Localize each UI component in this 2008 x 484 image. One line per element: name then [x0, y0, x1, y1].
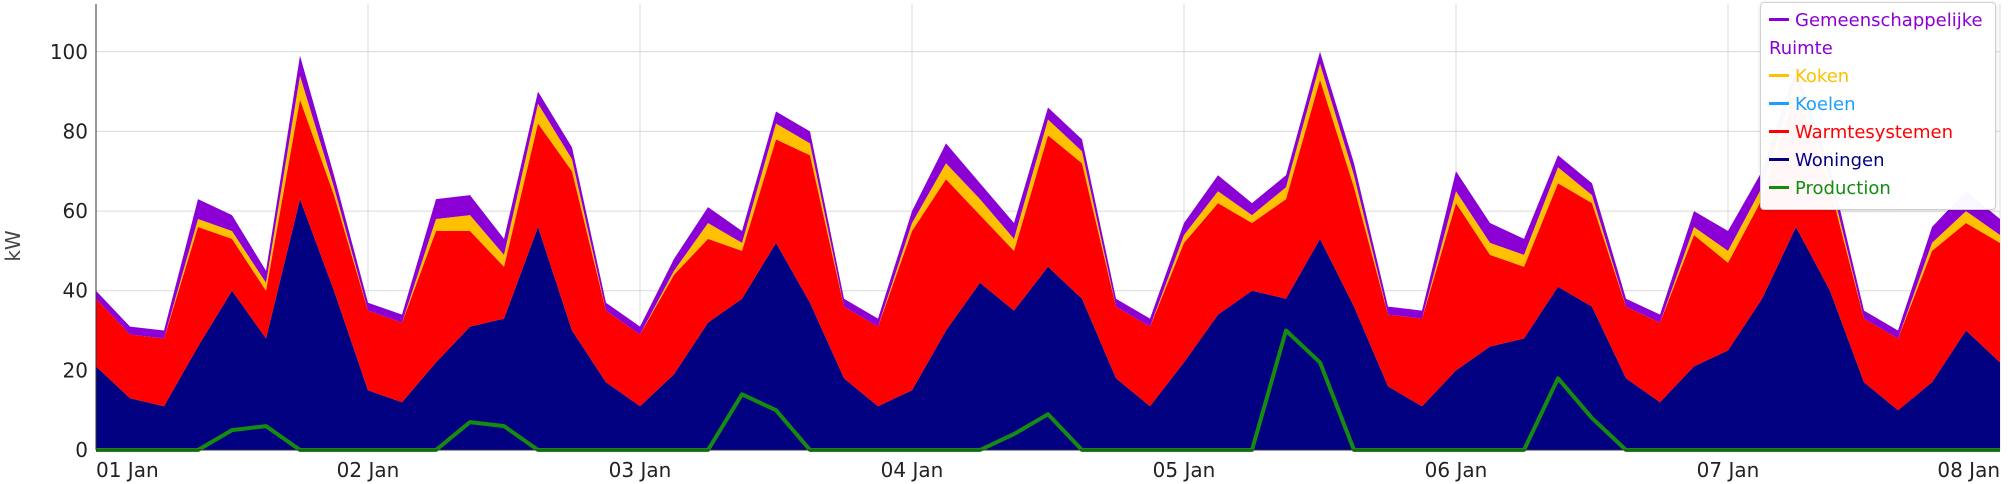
- legend-label-production: Production: [1795, 178, 1891, 199]
- x-tick-label: 08 Jan: [1937, 458, 2000, 482]
- x-tick-label: 05 Jan: [1153, 458, 1216, 482]
- y-tick-label: 60: [63, 199, 88, 223]
- axes: 0 20 40 60 80 100 01 Jan 02 Jan 03 Jan 04 Jan 05 J…: [50, 4, 2000, 482]
- y-tick-label: 20: [63, 358, 88, 382]
- y-tick-label: 0: [75, 438, 88, 462]
- legend-label-gemeenschappelijke-ruimte: Gemeenschappelijke Ruimte: [1769, 10, 1983, 59]
- x-tick-label: 02 Jan: [337, 458, 400, 482]
- x-tick-label: 03 Jan: [609, 458, 672, 482]
- legend-item-koelen[interactable]: Koelen: [1769, 91, 1987, 119]
- stacked-areas: [96, 51, 2000, 450]
- y-tick-label: 100: [50, 40, 88, 64]
- y-tick-label: 40: [63, 279, 88, 303]
- x-tick-label: 07 Jan: [1697, 458, 1760, 482]
- legend-label-koken: Koken: [1795, 66, 1850, 87]
- legend-swatch-warmtesystemen: [1769, 129, 1789, 133]
- legend-item-gemeenschappelijke-ruimte[interactable]: Gemeenschappelijke Ruimte: [1769, 7, 1987, 63]
- x-tick-label: 01 Jan: [96, 458, 159, 482]
- x-tick-label: 06 Jan: [1425, 458, 1488, 482]
- x-tick-label: 04 Jan: [881, 458, 944, 482]
- legend-item-woningen[interactable]: Woningen: [1769, 147, 1987, 175]
- legend-swatch-gemeenschappelijke-ruimte: [1769, 17, 1789, 21]
- y-tick-label: 80: [63, 119, 88, 143]
- legend-label-koelen: Koelen: [1795, 94, 1856, 115]
- legend-item-warmtesystemen[interactable]: Warmtesystemen: [1769, 119, 1987, 147]
- legend-label-woningen: Woningen: [1795, 150, 1885, 171]
- legend-label-warmtesystemen: Warmtesystemen: [1795, 122, 1953, 143]
- legend-swatch-production: [1769, 185, 1789, 189]
- area-gemeenschappelijke-ruimte: [96, 51, 2000, 339]
- y-axis-title: kW: [1, 230, 25, 262]
- legend-item-production[interactable]: Production: [1769, 175, 1987, 203]
- legend-swatch-woningen: [1769, 157, 1789, 161]
- legend: Gemeenschappelijke Ruimte Koken Koelen W…: [1760, 2, 1996, 210]
- area-woningen: [96, 199, 2000, 450]
- legend-swatch-koelen: [1769, 101, 1789, 105]
- legend-swatch-koken: [1769, 73, 1789, 77]
- legend-item-koken[interactable]: Koken: [1769, 63, 1987, 91]
- area-warmtesystemen: [96, 79, 2000, 411]
